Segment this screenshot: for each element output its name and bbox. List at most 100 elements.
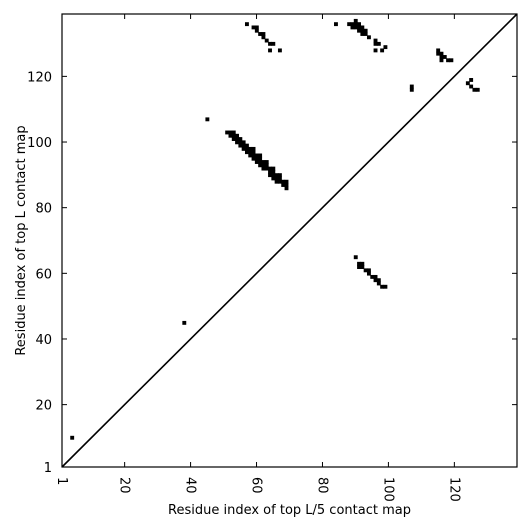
contact-point [251,25,256,30]
contact-point [235,137,239,141]
contact-point [475,87,480,92]
contact-point [446,58,451,63]
contact-point [235,140,239,145]
contact-point [225,130,230,135]
contact-point [261,35,266,40]
contact-point [366,268,371,273]
contact-point [366,35,371,40]
contact-point [248,153,253,158]
contact-point [376,41,381,46]
contact-point [231,137,236,141]
x-tick-label: 120 [446,477,461,502]
contact-point [469,84,474,89]
contact-point [357,22,361,27]
x-tick-label: 1 [54,477,69,485]
contact-point [353,25,358,30]
contact-point [277,179,282,184]
contact-point [268,41,272,46]
contact-point [357,25,361,30]
contact-point [281,183,286,187]
contact-point [261,160,266,164]
contact-point [357,265,361,270]
contact-point [465,81,470,86]
y-tick-label: 1 [44,461,52,476]
contact-point [360,261,365,266]
contact-point [238,137,243,141]
contact-point [373,274,378,279]
contact-point [350,22,355,27]
contact-point [383,284,388,289]
contact-point [347,22,352,27]
x-tick-label: 40 [183,477,198,494]
contact-point [261,32,266,36]
contact-point [268,169,272,174]
contact-point [357,261,361,266]
contact-point [264,163,269,168]
contact-point [334,22,338,27]
contact-point [449,58,454,63]
contact-point [251,153,256,158]
contact-point [360,25,365,30]
contact-point [439,58,444,63]
contact-point [254,25,259,30]
contact-point [258,156,263,161]
contact-point [284,179,289,184]
y-axis-label: Residue index of top L contact map [14,125,29,355]
contact-point [241,143,246,148]
contact-point [238,143,243,148]
contact-point [244,22,249,27]
contact-point [274,179,279,184]
contact-point [277,173,282,178]
contact-point [235,133,239,138]
contact-points [70,18,480,440]
contact-point [274,173,279,178]
diagonal-line [61,13,518,468]
contact-point [373,48,378,53]
contact-point [251,150,256,155]
y-tick-label: 60 [35,267,52,282]
y-tick-label: 80 [35,202,52,217]
contact-point [254,156,259,161]
contact-point [70,435,75,440]
contact-point [363,268,368,273]
contact-point [251,156,256,161]
contact-point [409,87,414,92]
contact-point [271,173,276,178]
x-axis-ticks: 1 20 40 60 80 100 120 [54,14,461,502]
contact-point [353,18,358,23]
contact-point [363,28,368,33]
contact-point [376,281,381,286]
contact-point [251,146,256,151]
contact-point [373,38,378,43]
contact-point [383,45,388,50]
plot-frame [61,13,518,468]
contact-point [244,150,249,155]
contact-point [277,48,282,53]
contact-point [350,25,355,30]
contact-point [254,28,259,33]
contact-point [248,146,253,151]
contact-point [258,32,263,36]
contact-point [353,255,358,260]
contact-point [284,183,289,187]
contact-point [360,265,365,270]
contact-point [284,186,289,191]
contact-point [281,179,286,184]
contact-point [363,32,368,36]
contact-point [353,22,358,27]
contact-point [261,163,266,168]
contact-point [228,133,233,138]
contact-point [254,153,259,158]
contact-point [439,55,444,59]
contact-point [373,278,378,283]
contact-point [469,78,474,82]
contact-point [271,176,276,181]
contact-point [182,320,187,325]
contact-point [254,160,259,164]
y-tick-label: 120 [27,70,52,85]
contact-point [380,48,385,53]
contact-point [370,274,375,279]
x-axis-label: Residue index of top L/5 contact map [168,503,411,518]
